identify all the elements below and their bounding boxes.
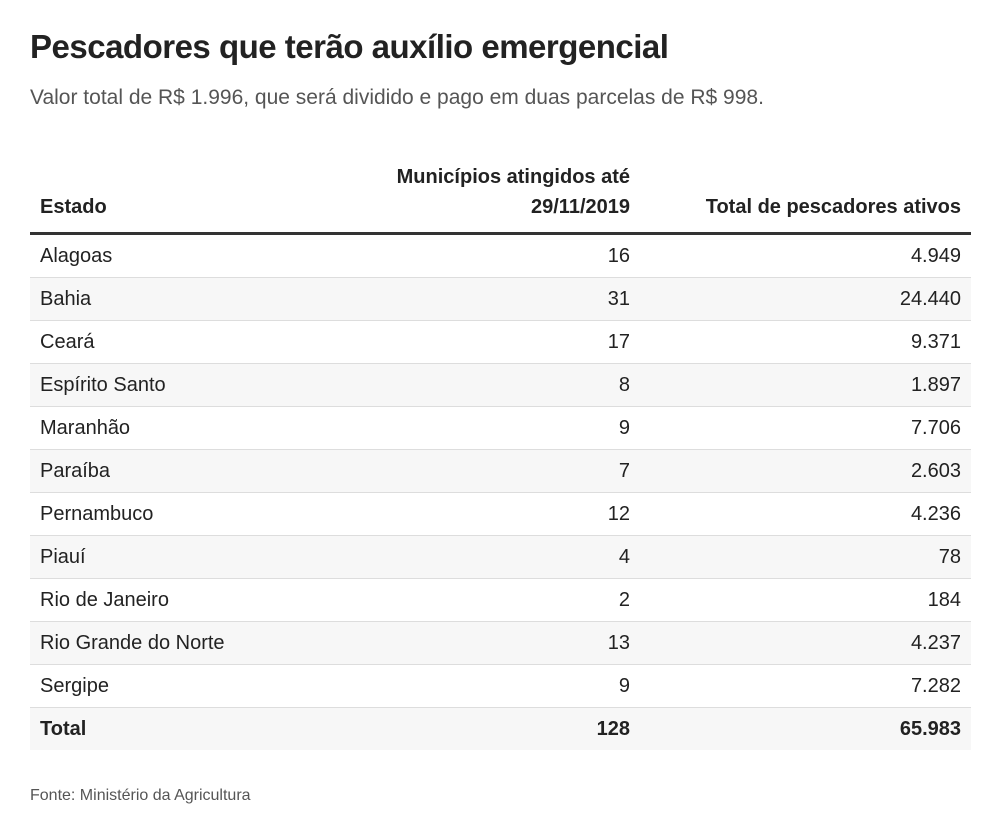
cell-pescadores: 184	[640, 578, 971, 622]
cell-pescadores: 9.371	[640, 320, 971, 364]
cell-municipios: 16	[360, 233, 640, 278]
cell-municipios: 8	[360, 363, 640, 407]
cell-estado: Espírito Santo	[30, 363, 360, 407]
cell-pescadores: 4.949	[640, 233, 971, 278]
cell-estado: Bahia	[30, 277, 360, 321]
table-row: Ceará 17 9.371	[30, 320, 971, 364]
cell-municipios: 4	[360, 535, 640, 579]
table-row: Alagoas 16 4.949	[30, 233, 971, 278]
table-row: Rio de Janeiro 2 184	[30, 578, 971, 622]
cell-estado: Pernambuco	[30, 492, 360, 536]
cell-pescadores: 7.282	[640, 664, 971, 708]
cell-pescadores: 78	[640, 535, 971, 579]
cell-estado: Maranhão	[30, 406, 360, 450]
cell-estado: Sergipe	[30, 664, 360, 708]
cell-municipios: 13	[360, 621, 640, 665]
cell-estado: Rio Grande do Norte	[30, 621, 360, 665]
table-row: Pernambuco 12 4.236	[30, 492, 971, 536]
column-header-municipios: Municípios atingidos até 29/11/2019	[360, 160, 640, 235]
source-note: Fonte: Ministério da Agricultura	[30, 787, 251, 804]
cell-municipios: 31	[360, 277, 640, 321]
table-row: Espírito Santo 8 1.897	[30, 363, 971, 407]
cell-pescadores: 2.603	[640, 449, 971, 493]
table-row: Sergipe 9 7.282	[30, 664, 971, 708]
table-row: Bahia 31 24.440	[30, 277, 971, 321]
data-table: Estado Municípios atingidos até 29/11/201…	[30, 160, 971, 750]
column-header-estado: Estado	[30, 160, 360, 235]
table-total-row: Total 128 65.983	[30, 707, 971, 750]
table-header-row: Estado Municípios atingidos até 29/11/201…	[30, 160, 971, 235]
total-cell-estado: Total	[30, 707, 360, 750]
table-body: Alagoas 16 4.949 Bahia 31 24.440 Ceará 17 9.371 E…	[30, 233, 971, 750]
cell-estado: Ceará	[30, 320, 360, 364]
cell-pescadores: 1.897	[640, 363, 971, 407]
cell-pescadores: 4.236	[640, 492, 971, 536]
cell-municipios: 9	[360, 664, 640, 708]
total-cell-pescadores: 65.983	[640, 707, 971, 750]
column-header-pescadores: Total de pescadores ativos	[640, 160, 971, 235]
cell-municipios: 9	[360, 406, 640, 450]
cell-estado: Piauí	[30, 535, 360, 579]
total-cell-municipios: 128	[360, 707, 640, 750]
table-row: Rio Grande do Norte 13 4.237	[30, 621, 971, 665]
chart-subtitle: Valor total de R$ 1.996, que será dividi…	[30, 86, 764, 109]
cell-municipios: 7	[360, 449, 640, 493]
cell-estado: Rio de Janeiro	[30, 578, 360, 622]
cell-municipios: 17	[360, 320, 640, 364]
cell-pescadores: 4.237	[640, 621, 971, 665]
table-row: Paraíba 7 2.603	[30, 449, 971, 493]
cell-municipios: 2	[360, 578, 640, 622]
cell-estado: Alagoas	[30, 233, 360, 278]
table-row: Maranhão 9 7.706	[30, 406, 971, 450]
cell-estado: Paraíba	[30, 449, 360, 493]
cell-municipios: 12	[360, 492, 640, 536]
cell-pescadores: 24.440	[640, 277, 971, 321]
chart-title: Pescadores que terão auxílio emergencial	[30, 28, 669, 65]
table-row: Piauí 4 78	[30, 535, 971, 579]
cell-pescadores: 7.706	[640, 406, 971, 450]
